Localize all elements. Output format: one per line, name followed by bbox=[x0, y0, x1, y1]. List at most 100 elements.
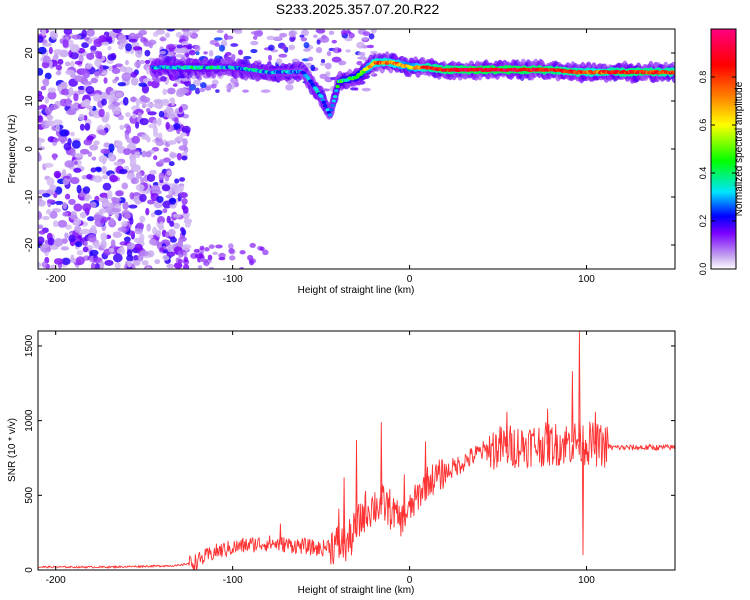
spectrogram-noise-cell bbox=[166, 215, 171, 224]
spectrogram-noise-cell bbox=[42, 193, 51, 198]
spectrogram-noise-cell bbox=[166, 170, 172, 176]
spectrogram-noise-cell bbox=[193, 248, 200, 254]
spectrogram-noise-cell bbox=[38, 46, 47, 55]
spectrogram-noise-cell bbox=[192, 79, 202, 87]
spectrogram-noise-cell bbox=[159, 221, 164, 230]
spectrogram-noise-cell bbox=[181, 204, 186, 211]
spectrogram-noise-cell bbox=[79, 148, 90, 155]
snr-series-line bbox=[38, 331, 675, 570]
spectrogram-noise-cell bbox=[135, 199, 141, 205]
spectrogram-noise-cell bbox=[108, 247, 115, 253]
spectrogram-noise-cell bbox=[55, 64, 63, 71]
spectrogram-noise-cell bbox=[57, 58, 64, 65]
spectrogram-noise-cell bbox=[80, 228, 91, 235]
spectrogram-noise-cell bbox=[361, 87, 371, 92]
spectrogram-noise-cell bbox=[84, 196, 90, 202]
spectrogram-noise-cell bbox=[124, 212, 131, 219]
spectrogram-noise-cell bbox=[74, 75, 84, 82]
spectrogram-noise-cell bbox=[97, 129, 106, 135]
spectrogram-y-label: Frequency (Hz) bbox=[7, 115, 18, 184]
spectrogram-noise-cell bbox=[337, 48, 342, 53]
spectrogram-noise-cell bbox=[159, 159, 165, 165]
spectrogram-noise-cell bbox=[75, 256, 85, 266]
spectrogram-noise-cell bbox=[113, 161, 123, 167]
spectrogram-y-tick-label: -10 bbox=[24, 189, 35, 204]
spectrogram-noise-cell bbox=[102, 182, 112, 191]
spectrogram-noise-cell bbox=[204, 262, 209, 267]
spectrogram-noise-cell bbox=[152, 31, 159, 37]
spectrogram-noise-cell bbox=[83, 98, 91, 107]
spectrogram-noise-cell bbox=[86, 173, 93, 180]
spectrogram-noise-cell bbox=[93, 241, 100, 249]
spectrogram-noise-cell bbox=[115, 140, 123, 147]
spectrogram-noise-cell bbox=[135, 49, 143, 58]
spectrogram-noise-cell bbox=[89, 144, 99, 151]
spectrogram-noise-cell bbox=[345, 49, 351, 53]
spectrogram-noise-cell bbox=[153, 102, 161, 108]
spectrogram-noise-cell bbox=[103, 77, 108, 84]
spectrogram-noise-cell bbox=[50, 30, 58, 40]
snr-y-tick-label: 500 bbox=[24, 487, 35, 504]
spectrogram-noise-cell bbox=[108, 152, 115, 161]
spectrogram-noise-cell bbox=[368, 33, 375, 40]
spectrogram-noise-cell bbox=[204, 86, 212, 91]
spectrogram-noise-cell bbox=[162, 157, 171, 163]
spectrogram-noise-cell bbox=[62, 178, 70, 185]
spectrogram-noise-cell bbox=[141, 84, 150, 94]
spectrogram-y-tick-label: -20 bbox=[24, 237, 35, 252]
spectrogram-noise-cell bbox=[253, 30, 264, 37]
snr-y-label: SNR (10 * v/v) bbox=[7, 418, 18, 482]
spectrogram-noise-cell bbox=[328, 30, 335, 36]
spectrogram-ridge-core bbox=[334, 89, 339, 93]
spectrogram-noise-cell bbox=[70, 176, 80, 185]
spectrogram-noise-cell bbox=[147, 111, 157, 116]
spectrogram-noise-cell bbox=[175, 53, 184, 58]
spectrogram-noise-cell bbox=[65, 69, 75, 76]
spectrogram-x-tick-label: 0 bbox=[407, 274, 413, 285]
spectrogram-noise-cell bbox=[64, 193, 71, 200]
spectrogram-noise-cell bbox=[123, 236, 131, 243]
spectrogram-noise-cell bbox=[180, 227, 185, 233]
spectrogram-noise-cell bbox=[129, 96, 138, 103]
spectrogram-noise-cell bbox=[203, 51, 208, 55]
spectrogram-noise-cell bbox=[183, 263, 190, 269]
spectrogram-noise-cell bbox=[45, 119, 55, 127]
spectrogram-noise-cell bbox=[172, 213, 182, 218]
spectrogram-noise-cell bbox=[130, 71, 138, 78]
spectrogram-noise-cell bbox=[153, 131, 159, 138]
spectrogram-noise-cell bbox=[228, 243, 234, 250]
spectrogram-noise-cell bbox=[163, 147, 169, 152]
spectrogram-noise-cell bbox=[106, 94, 112, 100]
spectrogram-noise-cell bbox=[100, 148, 111, 155]
spectrogram-noise-cell bbox=[47, 91, 57, 100]
spectrogram-noise-cell bbox=[73, 93, 79, 102]
spectrogram-noise-cell bbox=[102, 174, 109, 180]
spectrogram-noise-cell bbox=[60, 88, 70, 96]
spectrogram-noise-cell bbox=[78, 113, 85, 121]
spectrogram-noise-cell bbox=[262, 249, 269, 256]
colorbar-ticks: 0.0 0.2 0.4 0.6 0.8 bbox=[698, 71, 736, 275]
spectrogram-noise-cell bbox=[53, 170, 62, 179]
spectrogram-noise-cell bbox=[158, 132, 163, 140]
spectrogram-noise-cell bbox=[52, 220, 59, 228]
spectrogram-noise-cell bbox=[100, 240, 107, 249]
spectrogram-noise-cell bbox=[42, 55, 51, 64]
spectrogram-noise-cell bbox=[122, 96, 129, 106]
spectrogram-x-tick-label: 100 bbox=[578, 274, 595, 285]
spectrogram-noise-cell bbox=[135, 33, 143, 39]
spectrogram-noise-cell bbox=[139, 117, 149, 126]
spectrogram-noise-cell bbox=[83, 36, 90, 41]
spectrogram-noise-cell bbox=[187, 43, 193, 50]
spectrogram-noise-cell bbox=[267, 54, 272, 62]
spectrogram-noise-cell bbox=[65, 97, 72, 107]
spectrogram-noise-cell bbox=[107, 54, 116, 61]
spectrogram-noise-cell bbox=[107, 45, 112, 51]
spectrogram-noise-cell bbox=[154, 259, 161, 265]
spectrogram-noise-cell bbox=[62, 211, 69, 217]
spectrogram-noise-cell bbox=[184, 220, 192, 228]
spectrogram-noise-cell bbox=[138, 82, 148, 87]
spectrogram-ridge-core bbox=[301, 71, 307, 75]
spectrogram-noise-cell bbox=[73, 203, 83, 212]
spectrogram-noise-cell bbox=[128, 204, 138, 209]
